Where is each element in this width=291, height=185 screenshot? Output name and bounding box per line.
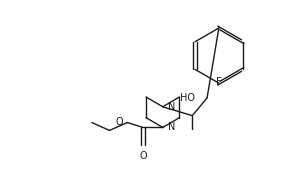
Text: O: O (139, 151, 147, 161)
Text: N: N (168, 102, 175, 112)
Text: F: F (216, 77, 222, 87)
Text: N: N (168, 122, 175, 132)
Text: HO: HO (180, 93, 195, 103)
Text: O: O (116, 117, 123, 127)
